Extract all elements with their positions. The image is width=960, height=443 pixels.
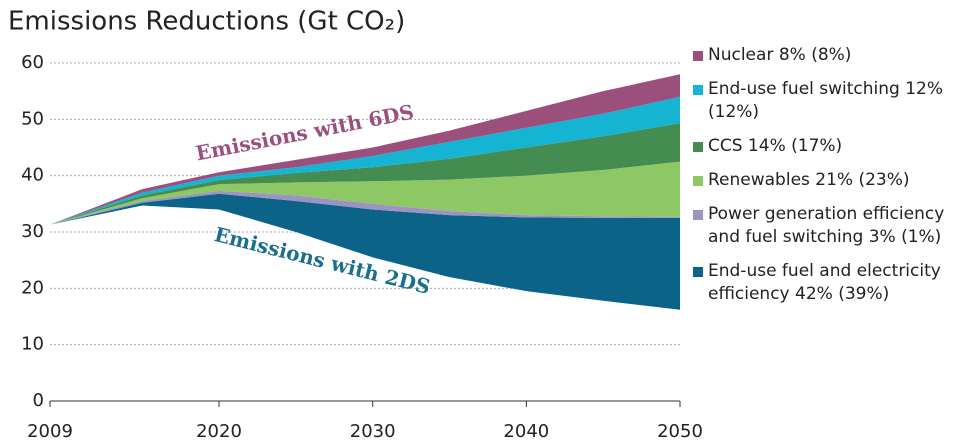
y-tick-label: 30 bbox=[21, 221, 44, 242]
area bbox=[50, 74, 680, 225]
y-tick-label: 0 bbox=[33, 390, 44, 411]
legend-item: End-use fuel and electricity efficiency … bbox=[690, 260, 958, 306]
legend-label: End-use fuel and electricity efficiency … bbox=[708, 261, 941, 304]
legend-swatch bbox=[693, 85, 703, 95]
x-tick-label: 2050 bbox=[657, 421, 703, 442]
legend-label: Renewables 21% (23%) bbox=[708, 170, 910, 190]
legend-swatch bbox=[693, 51, 703, 61]
area bbox=[50, 161, 680, 225]
legend-swatch bbox=[693, 142, 703, 152]
area bbox=[50, 193, 680, 310]
legend-item: CCS 14% (17%) bbox=[690, 135, 958, 158]
area bbox=[50, 96, 680, 225]
legend-swatch bbox=[693, 267, 703, 277]
legend-item: End-use fuel switching 12% (12%) bbox=[690, 78, 958, 124]
x-tick-label: 2040 bbox=[503, 421, 549, 442]
x-tick-label: 2009 bbox=[27, 421, 73, 442]
y-tick-label: 40 bbox=[21, 165, 44, 186]
legend-label: Power generation efficiency and fuel swi… bbox=[708, 204, 945, 247]
legend-swatch bbox=[693, 210, 703, 220]
legend-item: Nuclear 8% (8%) bbox=[690, 44, 958, 67]
legend-label: End-use fuel switching 12% (12%) bbox=[708, 79, 944, 122]
y-tick-label: 50 bbox=[21, 108, 44, 129]
x-tick-label: 2030 bbox=[350, 421, 396, 442]
x-tick-label: 2020 bbox=[196, 421, 242, 442]
chart-title: Emissions Reductions (Gt CO₂) bbox=[8, 7, 405, 37]
area bbox=[50, 190, 680, 225]
y-tick-label: 60 bbox=[21, 52, 44, 73]
legend: Nuclear 8% (8%) End-use fuel switching 12… bbox=[690, 44, 958, 317]
legend-swatch bbox=[693, 176, 703, 186]
legend-item: Renewables 21% (23%) bbox=[690, 169, 958, 192]
y-tick-label: 10 bbox=[21, 334, 44, 355]
legend-label: Nuclear 8% (8%) bbox=[708, 45, 852, 65]
legend-label: CCS 14% (17%) bbox=[708, 136, 843, 156]
area bbox=[50, 123, 680, 225]
y-tick-label: 20 bbox=[21, 277, 44, 298]
legend-item: Power generation efficiency and fuel swi… bbox=[690, 203, 958, 249]
